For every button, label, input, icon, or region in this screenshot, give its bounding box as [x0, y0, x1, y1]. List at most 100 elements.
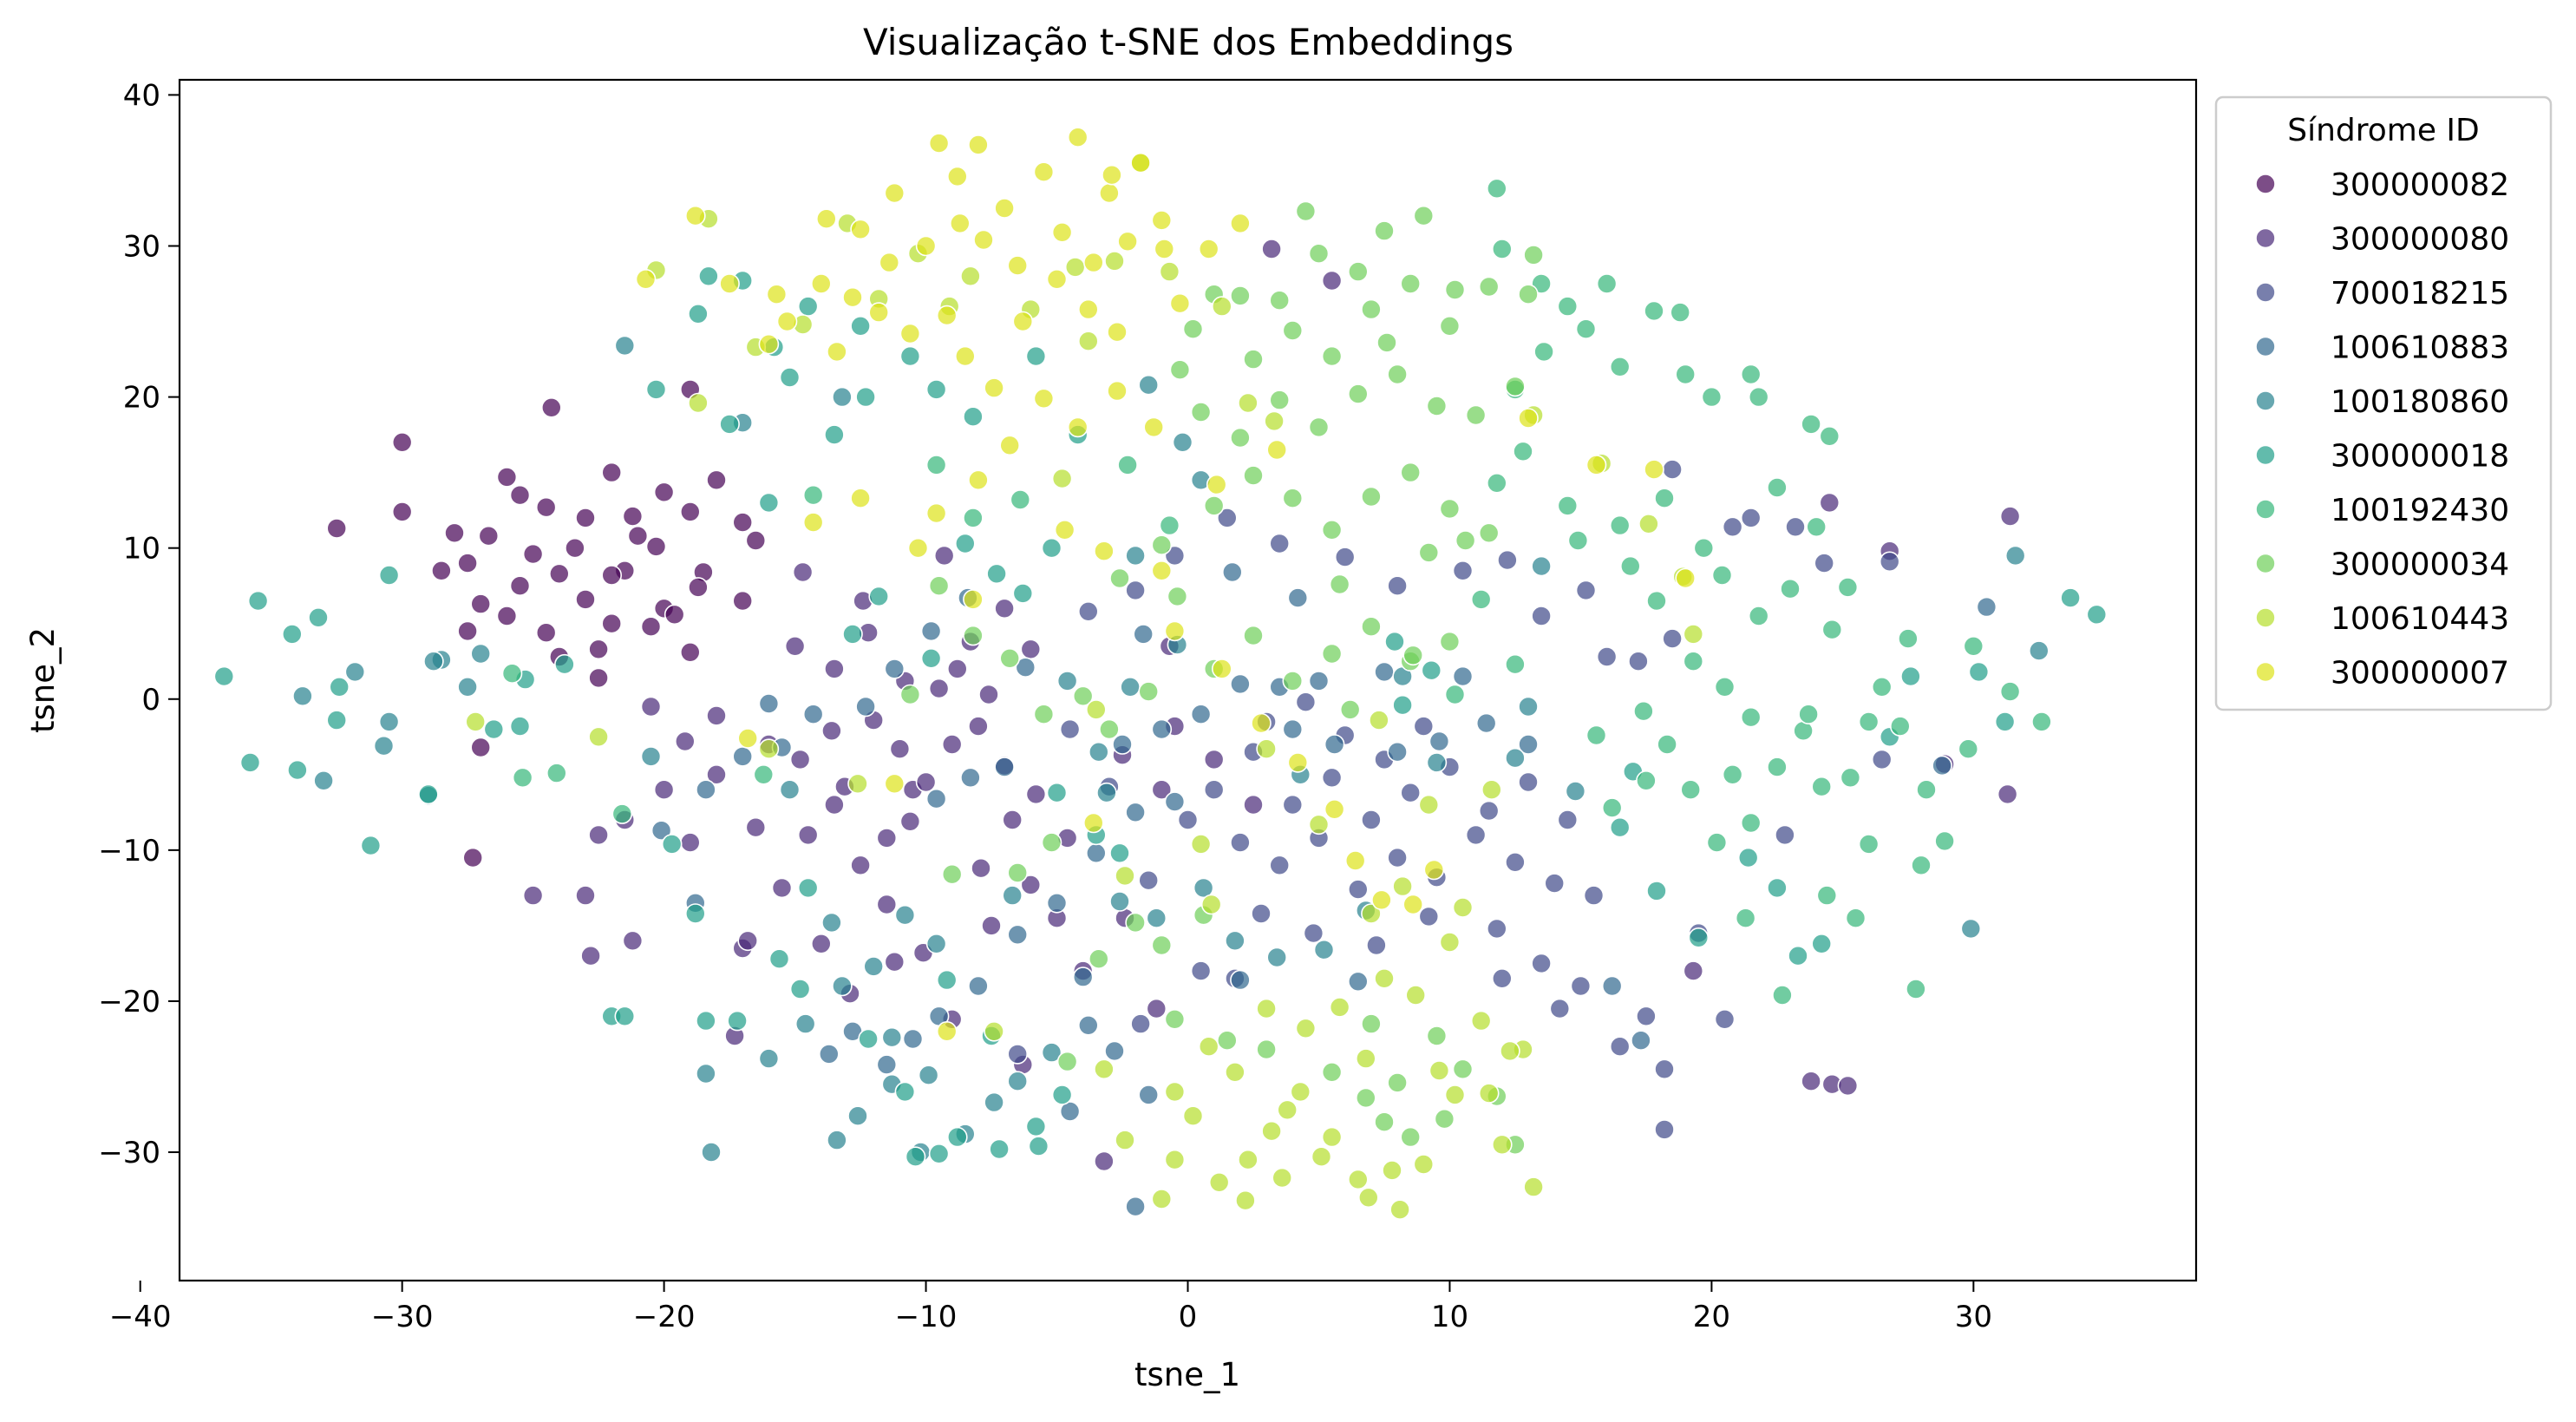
- point-700018215-66: [1654, 1119, 1675, 1140]
- point-300000007-8: [1117, 231, 1138, 252]
- point-300000080-51: [1025, 783, 1047, 805]
- point-100192430-10: [1533, 341, 1554, 363]
- point-300000018-24: [779, 367, 801, 388]
- point-300000082-14: [732, 512, 754, 533]
- point-300000018-39: [768, 948, 790, 969]
- point-100192430-62: [802, 484, 824, 506]
- point-300000007-44: [1151, 560, 1173, 581]
- point-300000018-8: [360, 835, 382, 856]
- point-700018215-44: [1596, 646, 1618, 667]
- point-300000018-55: [1767, 877, 1788, 899]
- point-100192430-21: [1963, 635, 1984, 657]
- point-100610883-5: [1125, 802, 1146, 823]
- point-300000018-38: [797, 877, 819, 899]
- point-300000034-65: [941, 863, 963, 885]
- point-100180860-2: [378, 711, 400, 732]
- x-axis-label: tsne_1: [1134, 1356, 1240, 1393]
- point-100610443-72: [1256, 738, 1277, 760]
- point-100180860-57: [1518, 696, 1539, 718]
- point-300000007-58: [635, 268, 657, 290]
- legend-marker-100610883: [2255, 336, 2276, 357]
- legend-label-300000018: 300000018: [2331, 439, 2509, 475]
- point-300000082-27: [601, 613, 623, 634]
- point-300000034-80: [1182, 318, 1204, 340]
- point-300000018-25: [899, 345, 921, 367]
- point-100192430-41: [1890, 716, 1911, 737]
- point-300000080-16: [789, 749, 811, 770]
- point-100180860-22: [1041, 1042, 1062, 1063]
- point-300000018-54: [1737, 847, 1759, 868]
- point-300000082-34: [588, 639, 609, 660]
- point-300000034-26: [1321, 519, 1343, 541]
- point-300000007-22: [758, 333, 780, 355]
- point-100610443-71: [1190, 834, 1212, 855]
- point-300000018-11: [483, 718, 505, 740]
- point-300000018-35: [842, 624, 863, 645]
- point-300000007-56: [884, 773, 906, 795]
- point-100192430-69: [1487, 472, 1507, 494]
- point-100192430-26: [1845, 908, 1867, 928]
- point-300000034-33: [1269, 390, 1290, 410]
- point-100192430-61: [611, 803, 633, 824]
- point-300000034-58: [963, 625, 984, 646]
- point-300000082-45: [664, 604, 685, 626]
- point-300000082-7: [535, 496, 557, 518]
- point-100610443-22: [1470, 1010, 1492, 1032]
- point-100610443-10: [1478, 1083, 1500, 1104]
- point-300000007-34: [899, 323, 921, 344]
- point-300000007-38: [1067, 416, 1089, 438]
- point-700018215-46: [1785, 516, 1806, 538]
- point-700018215-40: [1628, 651, 1649, 672]
- point-300000080-46: [622, 930, 644, 952]
- point-300000034-82: [1376, 332, 1397, 353]
- point-300000080-72: [1819, 492, 1840, 514]
- point-100610443-70: [984, 1021, 1004, 1042]
- point-700018215-25: [1251, 903, 1272, 924]
- point-300000034-62: [1007, 862, 1028, 883]
- point-100192430-51: [1654, 488, 1675, 509]
- point-300000007-9: [1083, 252, 1104, 273]
- point-300000080-20: [915, 771, 937, 793]
- point-100610443-1: [1198, 1036, 1219, 1057]
- point-100180860-37: [779, 779, 801, 801]
- point-300000082-26: [535, 622, 557, 644]
- point-300000007-48: [1287, 752, 1309, 773]
- point-100610883-0: [1112, 734, 1133, 755]
- point-300000082-38: [478, 525, 500, 547]
- point-100610883-24: [1429, 731, 1450, 752]
- point-100610883-19: [1059, 1101, 1081, 1122]
- point-100610443-59: [1104, 251, 1125, 272]
- point-300000018-41: [858, 1028, 879, 1050]
- point-100610443-78: [1064, 257, 1086, 278]
- point-300000007-30: [1169, 292, 1191, 314]
- point-100192430-11: [1492, 239, 1513, 259]
- point-700018215-47: [1775, 824, 1795, 846]
- point-300000034-39: [1505, 376, 1526, 397]
- point-300000082-20: [575, 589, 596, 610]
- point-100180860-45: [832, 386, 853, 408]
- point-300000007-47: [1251, 712, 1272, 734]
- point-100192430-54: [1567, 530, 1589, 551]
- point-100192430-14: [1675, 364, 1696, 385]
- point-100180860-26: [1109, 891, 1130, 912]
- point-100192430-63: [753, 763, 775, 785]
- point-100192430-3: [1644, 300, 1664, 322]
- y-tick-label: 0: [141, 683, 160, 718]
- point-100192430-8: [1609, 356, 1631, 377]
- point-700018215-16: [1269, 855, 1290, 876]
- point-700018215-55: [1269, 533, 1290, 554]
- point-300000018-18: [797, 296, 819, 317]
- point-300000007-27: [1046, 268, 1068, 290]
- point-100180860-15: [894, 904, 916, 926]
- point-300000082-24: [732, 590, 754, 612]
- point-300000080-80: [1683, 960, 1704, 981]
- legend-label-300000034: 300000034: [2331, 547, 2509, 583]
- point-300000034-9: [1125, 912, 1146, 934]
- point-100610883-33: [1072, 967, 1094, 987]
- x-tick-label: 0: [1179, 1300, 1198, 1334]
- point-700018215-42: [1531, 606, 1552, 626]
- point-100192430-12: [1487, 178, 1507, 200]
- point-300000034-22: [1151, 534, 1173, 556]
- point-300000034-0: [1099, 718, 1120, 740]
- point-100610883-22: [1324, 734, 1345, 755]
